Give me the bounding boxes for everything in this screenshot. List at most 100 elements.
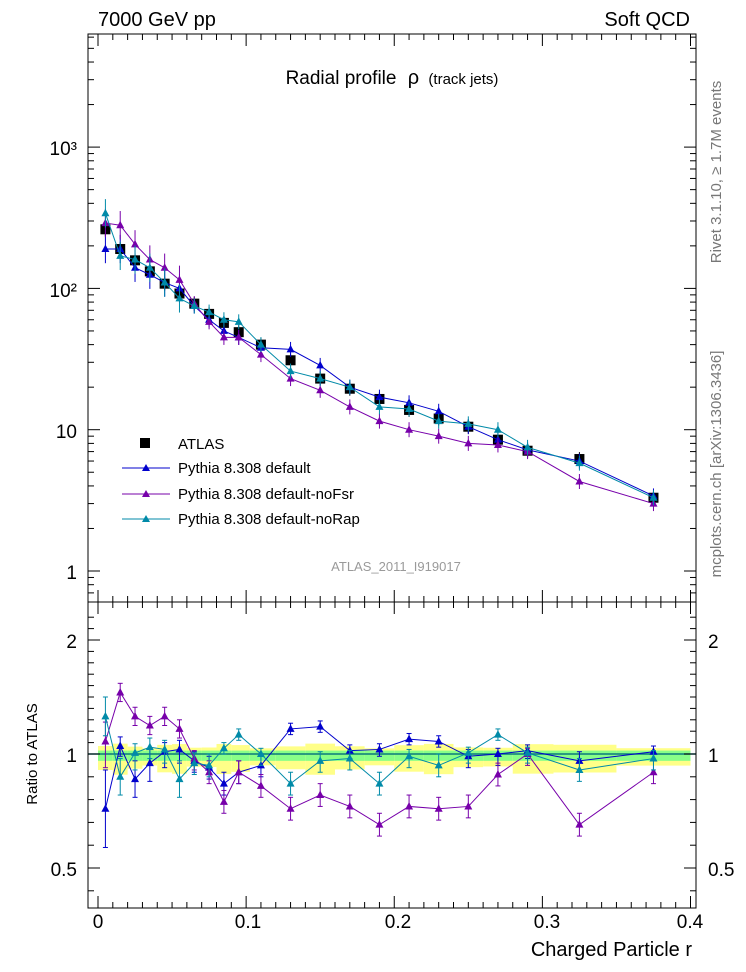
legend: ATLAS Pythia 8.308 default Pythia 8.308 … <box>122 436 360 528</box>
plot-title-main: Radial profile <box>286 68 397 89</box>
y-tick-label: 2 <box>708 632 719 653</box>
y-tick-labels-main: 1 10 10² 10³ <box>50 139 77 584</box>
x-axis-label: Charged Particle r <box>531 939 693 961</box>
y-tick-label: 1 <box>66 563 77 584</box>
data-point <box>131 239 140 248</box>
legend-label: Pythia 8.308 default <box>178 460 311 477</box>
legend-marker-atlas <box>140 438 150 448</box>
ratio-point <box>145 721 154 729</box>
data-point <box>131 255 140 263</box>
legend-label: Pythia 8.308 default-noRap <box>178 511 360 528</box>
ratio-point <box>575 820 584 828</box>
data-point <box>219 315 228 323</box>
ratio-point <box>101 804 110 812</box>
y-tick-label: 10² <box>50 281 77 302</box>
ratio-point <box>345 746 354 754</box>
ratio-point <box>234 730 243 738</box>
data-point <box>234 317 243 325</box>
y-tick-label: 0.5 <box>51 860 77 881</box>
ratio-point <box>101 736 110 745</box>
data-point <box>175 275 184 283</box>
header-right: Soft QCD <box>604 9 690 31</box>
data-point <box>256 340 265 348</box>
ratio-point <box>256 749 265 757</box>
y-tick-label: 0.5 <box>708 860 734 881</box>
series-line <box>105 248 654 497</box>
side-label-bottom: mcplots.cern.ch [arXiv:1306.3436] <box>708 351 725 578</box>
data-point <box>493 425 502 433</box>
x-tick-label: 0.1 <box>235 912 261 933</box>
ratio-point <box>464 801 473 810</box>
ratio-point <box>649 754 658 762</box>
ratio-line <box>104 716 654 785</box>
side-label-top: Rivet 3.1.10, ≥ 1.7M events <box>708 81 725 264</box>
data-point <box>405 404 414 413</box>
ratio-point <box>175 724 184 732</box>
y-tick-labels-ratio-left: 0.5 1 2 <box>51 632 77 881</box>
plot-title-symbol: ρ <box>408 67 419 89</box>
band-inner <box>275 750 306 761</box>
data-point <box>345 382 354 391</box>
ratio-point <box>286 779 295 787</box>
data-point <box>434 416 443 425</box>
ratio-point <box>101 711 110 720</box>
ratio-point <box>345 754 354 762</box>
ratio-point <box>405 734 414 743</box>
legend-marker-norap <box>142 515 150 522</box>
data-point <box>285 355 296 366</box>
ratio-point <box>345 801 354 810</box>
series-layer <box>100 199 659 848</box>
ratio-point <box>375 820 384 828</box>
band-inner <box>553 750 617 761</box>
data-point <box>575 476 584 485</box>
ratio-point <box>205 760 214 769</box>
data-point <box>286 344 295 353</box>
data-point <box>160 278 169 286</box>
data-point <box>345 402 354 410</box>
legend-label: Pythia 8.308 default-noFsr <box>178 486 354 503</box>
x-tick-label: 0 <box>93 912 104 933</box>
ratio-point <box>160 744 169 753</box>
ratio-point <box>219 779 228 787</box>
y-tick-label: 2 <box>66 632 77 653</box>
ratio-point <box>160 711 169 720</box>
data-point <box>464 438 473 447</box>
ratio-point <box>493 730 502 738</box>
ratio-point <box>116 741 125 750</box>
header-left: 7000 GeV pp <box>98 9 216 31</box>
data-point <box>434 431 443 440</box>
ratio-point <box>434 804 443 812</box>
ratio-point <box>145 758 154 767</box>
ratio-point <box>145 742 154 751</box>
ratio-point <box>493 770 502 778</box>
ratio-point <box>116 772 125 780</box>
ratio-point <box>575 765 584 773</box>
analysis-id: ATLAS_2011_I919017 <box>331 559 461 574</box>
ratio-point <box>190 758 199 767</box>
data-point <box>523 442 532 451</box>
ratio-series-2 <box>101 682 658 837</box>
data-point <box>234 332 243 341</box>
data-point <box>575 458 584 467</box>
ratio-point <box>493 749 502 757</box>
ratio-line <box>104 726 654 809</box>
ratio-point <box>316 756 325 764</box>
data-point <box>205 317 214 325</box>
data-point <box>116 251 125 259</box>
data-point <box>316 360 325 369</box>
y-tick-label: 10³ <box>50 139 77 160</box>
data-point <box>493 440 502 448</box>
ratio-point <box>434 760 443 769</box>
plot-title: Radial profile ρ (track jets) <box>286 67 499 89</box>
ratio-point <box>286 724 295 732</box>
series-line <box>104 213 654 499</box>
ratio-point <box>219 743 228 752</box>
data-point <box>145 263 154 271</box>
ratio-point <box>375 779 384 787</box>
ratio-point <box>219 797 228 805</box>
ratio-point <box>131 774 140 783</box>
data-point <box>101 208 110 217</box>
ratio-point <box>131 711 140 720</box>
ratio-point <box>316 722 325 730</box>
